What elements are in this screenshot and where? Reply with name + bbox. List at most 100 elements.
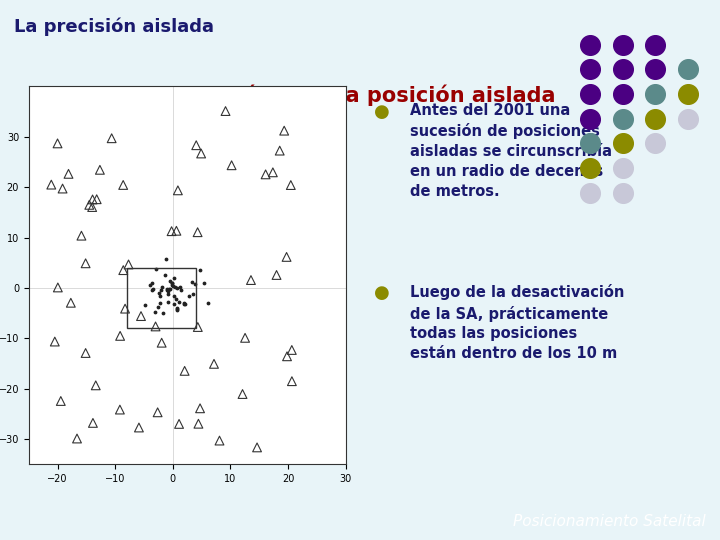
Point: [274, 146, 285, 155]
Point: [267, 168, 279, 177]
Text: La precisión aislada: La precisión aislada: [14, 17, 215, 36]
Point: [169, 283, 181, 292]
Point: [208, 360, 220, 368]
Point: [94, 165, 106, 174]
Point: [140, 301, 151, 309]
Point: [166, 279, 178, 287]
Point: [76, 231, 87, 240]
Point: [165, 285, 176, 294]
Point: [187, 289, 199, 298]
Bar: [127, 268, 196, 328]
Point: [179, 367, 190, 375]
Point: [286, 377, 297, 386]
Point: [168, 292, 180, 301]
Point: [157, 309, 168, 318]
Point: [214, 436, 225, 445]
Point: [87, 195, 99, 204]
Point: [135, 312, 147, 320]
Point: [153, 288, 164, 297]
Point: [282, 352, 293, 361]
Point: [55, 397, 66, 406]
Point: [271, 271, 282, 279]
Point: [194, 265, 206, 274]
Point: [65, 299, 76, 307]
Point: [166, 280, 178, 289]
Point: [239, 334, 251, 342]
Point: [145, 281, 156, 289]
Point: [150, 322, 161, 330]
Text: Precisión de una posición aislada: Precisión de una posición aislada: [164, 85, 556, 106]
Point: [159, 271, 171, 279]
Point: [154, 299, 166, 308]
Point: [120, 305, 131, 313]
Point: [49, 337, 60, 346]
Point: [192, 228, 203, 237]
Point: [195, 149, 207, 158]
Point: [279, 126, 290, 135]
Point: [152, 408, 163, 417]
Point: [86, 202, 98, 211]
Point: [106, 134, 117, 143]
Text: Posicionamiento Satelital: Posicionamiento Satelital: [513, 514, 706, 529]
Point: [192, 323, 204, 332]
Point: [52, 283, 63, 292]
Point: [123, 260, 135, 269]
Point: [199, 278, 210, 287]
Point: [171, 226, 182, 235]
Point: [160, 254, 171, 263]
Point: [179, 299, 190, 308]
Point: [260, 170, 271, 179]
Point: [251, 443, 263, 451]
Point: [45, 180, 57, 189]
Point: [167, 282, 179, 291]
Point: [84, 200, 95, 209]
Point: [171, 305, 182, 314]
Point: [117, 266, 129, 274]
Point: [168, 274, 179, 283]
Point: [171, 284, 183, 292]
Point: [166, 227, 177, 235]
Point: [173, 298, 184, 306]
Point: [52, 139, 63, 148]
Point: [281, 253, 292, 261]
Text: Antes del 2001 una
sucesión de posiciones
aisladas se circunscribía
en un radio : Antes del 2001 una sucesión de posicione…: [410, 103, 613, 199]
Point: [176, 285, 187, 294]
Point: [202, 299, 214, 308]
Point: [114, 332, 126, 340]
Point: [220, 107, 231, 116]
Point: [168, 300, 179, 308]
Point: [163, 289, 174, 298]
Point: [63, 170, 74, 178]
Point: [174, 420, 185, 428]
Point: [162, 286, 174, 295]
Point: [156, 286, 167, 294]
Point: [178, 298, 189, 307]
Point: [226, 161, 238, 170]
Point: [87, 418, 99, 427]
Point: [164, 276, 176, 285]
Point: [191, 141, 202, 150]
Point: [149, 308, 161, 316]
Point: [162, 298, 174, 306]
Point: [194, 404, 206, 413]
Point: [117, 181, 129, 190]
Point: [154, 292, 166, 300]
Point: [80, 259, 91, 268]
Point: [90, 381, 102, 390]
Point: [114, 405, 126, 414]
Point: [189, 280, 201, 288]
Point: [152, 302, 163, 311]
Point: [57, 184, 68, 193]
Text: Luego de la desactivación
de la SA, prácticamente
todas las posiciones
están den: Luego de la desactivación de la SA, prác…: [410, 285, 625, 361]
Point: [193, 420, 204, 428]
Point: [71, 434, 83, 443]
Point: [286, 346, 297, 354]
Point: [156, 339, 168, 347]
Point: [237, 390, 248, 399]
Point: [161, 286, 173, 294]
Point: [147, 285, 158, 293]
Point: [172, 186, 184, 194]
Point: [186, 278, 197, 287]
Text: ●: ●: [374, 103, 390, 121]
Point: [147, 286, 158, 294]
